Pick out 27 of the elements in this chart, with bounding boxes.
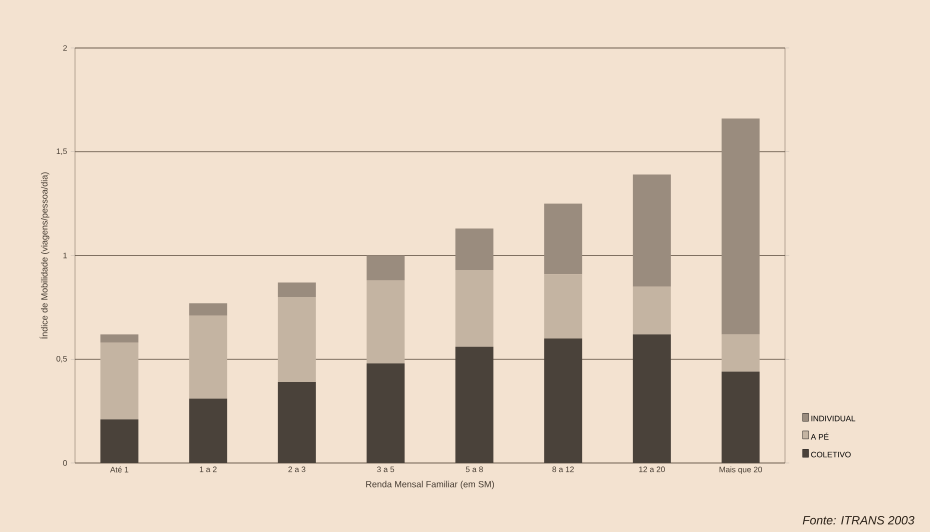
bar: [366, 280, 405, 364]
x-axis-title: Renda Mensal Familiar (em SM): [366, 480, 494, 490]
bar: [544, 204, 582, 274]
bar: [455, 346, 494, 463]
bar: [632, 174, 671, 287]
bar: [366, 363, 405, 463]
bar: [455, 228, 494, 270]
source-note: Fonte: ITRANS 2003: [802, 516, 914, 524]
bar: [278, 282, 316, 297]
y-axis-title: Índice de Mobilidade (viagens/pessoa/dia): [40, 172, 50, 339]
bar: [722, 372, 760, 463]
bar: [189, 398, 228, 463]
bar: [278, 382, 316, 463]
bar: [722, 118, 760, 334]
bar: [544, 338, 582, 463]
bar: [189, 303, 228, 316]
bar: [100, 342, 138, 420]
bar: [278, 296, 316, 382]
bar: [100, 419, 138, 463]
bar: [722, 334, 760, 372]
bar: [632, 334, 671, 463]
bar: [189, 316, 228, 399]
bar: [100, 334, 138, 343]
bar: [366, 255, 405, 280]
bar: [544, 274, 582, 338]
bar: [632, 286, 671, 334]
bar: [455, 270, 494, 347]
